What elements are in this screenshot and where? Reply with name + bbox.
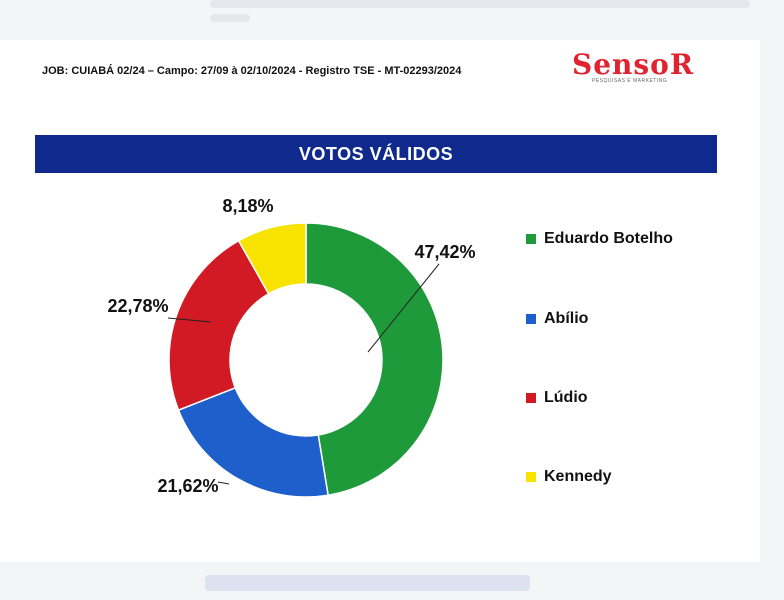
logo-subtitle: PESQUISAS E MARKETING — [592, 78, 668, 84]
logo-text: SensoR — [572, 48, 695, 81]
leader-line — [367, 263, 440, 353]
legend-swatch — [526, 393, 536, 403]
legend-label: Eduardo Botelho — [544, 230, 673, 247]
sensor-logo: SensoR PESQUISAS E MARKETING — [572, 48, 695, 90]
leader-line — [167, 317, 212, 323]
data-label: 21,62% — [157, 476, 218, 496]
data-label: 8,18% — [222, 196, 273, 216]
legend-swatch — [526, 234, 536, 244]
chart-title: VOTOS VÁLIDOS — [298, 143, 454, 164]
background-text-line — [210, 14, 250, 22]
donut-slice-kennedy — [237, 222, 307, 295]
legend-item: Eduardo Botelho — [526, 230, 673, 248]
donut-slice-eduardo-botelho — [305, 222, 444, 497]
legend-item: Abílio — [526, 310, 588, 328]
data-label: 47,42% — [414, 242, 475, 262]
leader-line — [217, 481, 230, 485]
chart-card: JOB: CUIABÁ 02/24 – Campo: 27/09 à 02/10… — [0, 40, 760, 562]
job-info: JOB: CUIABÁ 02/24 – Campo: 27/09 à 02/10… — [42, 65, 462, 77]
donut-chart: 47,42% 21,62% 22,78% 8,18% — [107, 196, 476, 498]
background-banner — [205, 575, 530, 591]
legend-item: Lúdio — [526, 389, 588, 407]
donut-slice-ab-lio — [177, 386, 329, 498]
legend-swatch — [526, 314, 536, 324]
background-text-line — [210, 0, 750, 8]
legend-label: Kennedy — [544, 468, 612, 485]
legend-swatch — [526, 472, 536, 482]
legend-label: Lúdio — [544, 389, 588, 406]
data-label: 22,78% — [107, 296, 168, 316]
donut-slice-l-dio — [168, 239, 270, 412]
legend-item: Kennedy — [526, 468, 612, 486]
legend-label: Abílio — [544, 310, 589, 327]
title-band: VOTOS VÁLIDOS — [35, 135, 717, 173]
